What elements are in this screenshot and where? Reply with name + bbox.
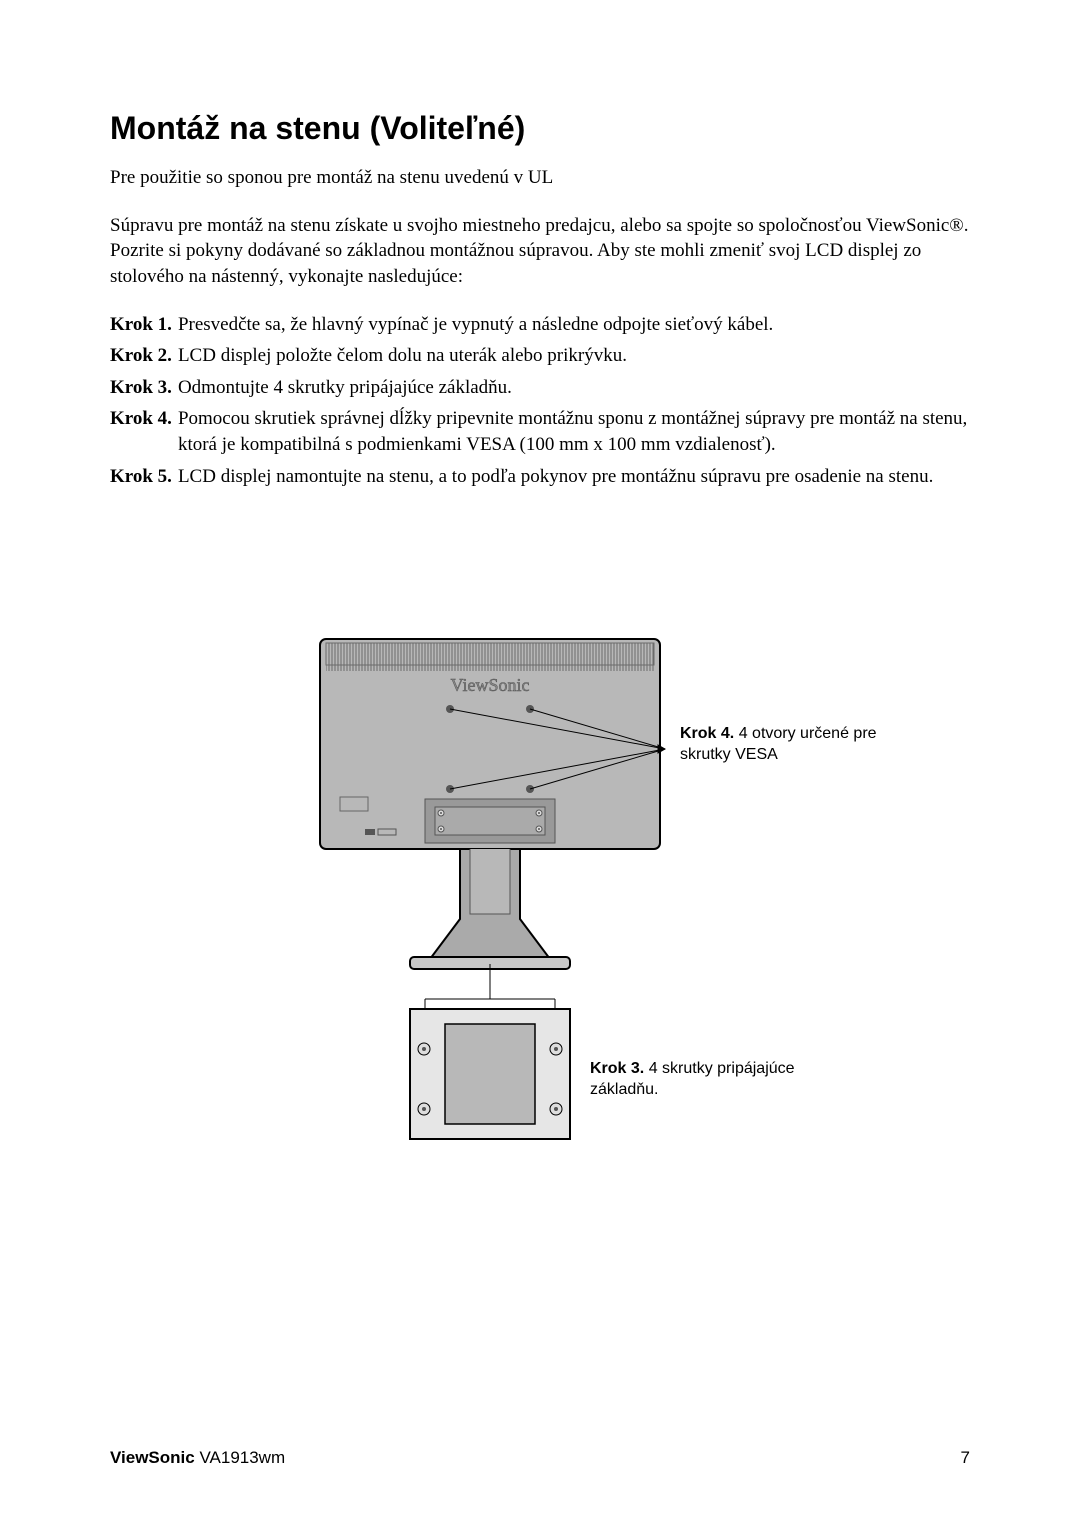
step-label: Krok 5. — [110, 464, 172, 490]
page-heading: Montáž na stenu (Voliteľné) — [110, 110, 970, 147]
step-text: Pomocou skrutiek správnej dĺžky pripevni… — [178, 406, 970, 457]
step-label: Krok 3. — [110, 375, 172, 401]
monitor-brand-text: ViewSonic — [451, 675, 530, 695]
step-item: Krok 2. LCD displej položte čelom dolu n… — [110, 343, 970, 369]
footer-left: ViewSonic VA1913wm — [110, 1448, 285, 1468]
step-text: LCD displej položte čelom dolu na uterák… — [178, 343, 970, 369]
step-list: Krok 1. Presvedčte sa, že hlavný vypínač… — [110, 312, 970, 490]
callout-base-screws: Krok 3. 4 skrutky pripájajúce základňu. — [590, 1059, 850, 1101]
callout-label: Krok 3. — [590, 1060, 644, 1077]
callout-label: Krok 4. — [680, 725, 734, 742]
page-number: 7 — [961, 1448, 970, 1468]
step-text: LCD displej namontujte na stenu, a to po… — [178, 464, 970, 490]
footer-model: VA1913wm — [195, 1448, 285, 1467]
footer-brand: ViewSonic — [110, 1448, 195, 1467]
step-label: Krok 1. — [110, 312, 172, 338]
figure-area: ViewSonic — [110, 629, 970, 1149]
step-text: Presvedčte sa, že hlavný vypínač je vypn… — [178, 312, 970, 338]
step-label: Krok 4. — [110, 406, 172, 457]
step-text: Odmontujte 4 skrutky pripájajúce základň… — [178, 375, 970, 401]
page-footer: ViewSonic VA1913wm 7 — [110, 1448, 970, 1468]
step-label: Krok 2. — [110, 343, 172, 369]
step-item: Krok 4. Pomocou skrutiek správnej dĺžky … — [110, 406, 970, 457]
step-item: Krok 5. LCD displej namontujte na stenu,… — [110, 464, 970, 490]
intro-paragraph-1: Pre použitie so sponou pre montáž na ste… — [110, 165, 970, 191]
step-item: Krok 3. Odmontujte 4 skrutky pripájajúce… — [110, 375, 970, 401]
step-item: Krok 1. Presvedčte sa, že hlavný vypínač… — [110, 312, 970, 338]
callout-vesa-holes: Krok 4. 4 otvory určené pre skrutky VESA — [680, 724, 880, 766]
intro-paragraph-2: Súpravu pre montáž na stenu získate u sv… — [110, 213, 970, 290]
